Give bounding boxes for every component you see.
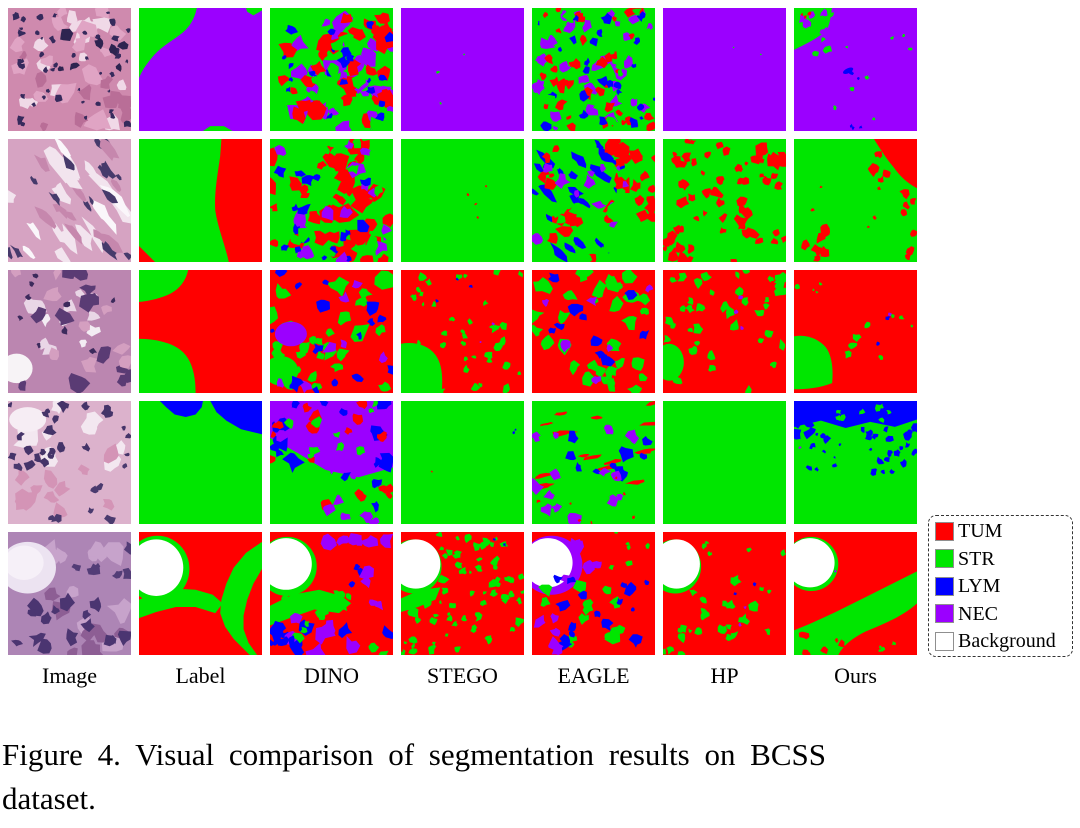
legend-item-lym: LYM <box>935 576 1069 596</box>
cell-row1-label <box>139 8 262 131</box>
caption-line-1: Figure 4. Visual comparison of segmentat… <box>2 737 826 772</box>
cell-row5-dino <box>270 532 393 655</box>
cell-row3-dino <box>270 270 393 393</box>
segmentation-mask <box>139 532 262 655</box>
segmentation-mask <box>794 139 917 262</box>
cell-row5-hp <box>663 532 786 655</box>
legend-label-tum: TUM <box>958 520 1003 542</box>
column-label-ours: Ours <box>834 663 877 688</box>
segmentation-mask <box>532 401 655 524</box>
cell-row5-image <box>8 532 131 655</box>
column-label-label: Label <box>175 663 226 688</box>
segmentation-mask <box>794 270 917 393</box>
segmentation-mask <box>794 532 917 655</box>
histology-image <box>8 401 131 524</box>
column-label-image: Image <box>42 663 97 688</box>
segmentation-mask <box>794 8 917 131</box>
segmentation-mask <box>663 139 786 262</box>
legend-item-str: STR <box>935 549 1069 569</box>
column-label-dino: DINO <box>304 663 359 688</box>
figure-grid <box>8 8 917 655</box>
segmentation-mask <box>270 139 393 262</box>
cell-row3-stego <box>401 270 524 393</box>
histology-image <box>8 139 131 262</box>
column-label-stego: STEGO <box>427 663 498 688</box>
legend-label-nec: NEC <box>958 602 998 625</box>
cell-row3-eagle <box>532 270 655 393</box>
legend-swatch-tum <box>935 521 954 541</box>
legend-label-lym: LYM <box>958 575 1001 597</box>
legend-box: TUM STR LYM NEC Background <box>928 515 1073 657</box>
segmentation-mask <box>270 401 393 524</box>
segmentation-mask <box>139 401 262 524</box>
segmentation-mask <box>532 8 655 131</box>
cell-row3-image <box>8 270 131 393</box>
segmentation-mask <box>401 270 524 393</box>
histology-image <box>8 270 131 393</box>
segmentation-mask <box>663 532 786 655</box>
legend-item-tum: TUM <box>935 521 1069 541</box>
cell-row1-stego <box>401 8 524 131</box>
segmentation-mask <box>532 270 655 393</box>
cell-row3-hp <box>663 270 786 393</box>
cell-row5-label <box>139 532 262 655</box>
segmentation-mask <box>532 532 655 655</box>
segmentation-mask <box>663 401 786 524</box>
segmentation-mask <box>139 270 262 393</box>
cell-row2-image <box>8 139 131 262</box>
cell-row4-hp <box>663 401 786 524</box>
legend-item-nec: NEC <box>935 604 1069 624</box>
cell-row2-dino <box>270 139 393 262</box>
segmentation-mask <box>663 270 786 393</box>
cell-row4-dino <box>270 401 393 524</box>
legend-swatch-nec <box>935 604 954 623</box>
cell-row2-stego <box>401 139 524 262</box>
cell-row1-dino <box>270 8 393 131</box>
column-label-eagle: EAGLE <box>557 663 630 688</box>
segmentation-mask <box>401 532 524 655</box>
segmentation-mask <box>139 139 262 262</box>
legend-item-background: Background <box>935 631 1069 651</box>
segmentation-mask <box>270 532 393 655</box>
cell-row3-label <box>139 270 262 393</box>
legend-label-background: Background <box>958 630 1056 652</box>
cell-row2-hp <box>663 139 786 262</box>
histology-image <box>8 532 131 655</box>
column-label-hp: HP <box>710 663 739 688</box>
figure-caption: Figure 4. Visual comparison of segmentat… <box>2 733 826 821</box>
legend-swatch-str <box>935 549 954 568</box>
cell-row4-image <box>8 401 131 524</box>
segmentation-mask <box>401 401 524 524</box>
cell-row4-stego <box>401 401 524 524</box>
cell-row4-label <box>139 401 262 524</box>
segmentation-mask <box>794 401 917 524</box>
legend-swatch-background <box>935 631 954 651</box>
histology-image <box>8 8 131 131</box>
cell-row1-eagle <box>532 8 655 131</box>
segmentation-mask <box>270 8 393 131</box>
cell-row2-eagle <box>532 139 655 262</box>
segmentation-mask <box>532 139 655 262</box>
legend-label-str: STR <box>958 547 995 570</box>
cell-row5-eagle <box>532 532 655 655</box>
cell-row1-image <box>8 8 131 131</box>
cell-row5-stego <box>401 532 524 655</box>
caption-line-2: dataset. <box>2 781 96 817</box>
cell-row1-hp <box>663 8 786 131</box>
cell-row4-eagle <box>532 401 655 524</box>
segmentation-mask <box>139 8 262 131</box>
segmentation-mask <box>270 270 393 393</box>
cell-row2-ours <box>794 139 917 262</box>
column-labels-row: Image Label DINO STEGO EAGLE HP Ours <box>8 661 917 691</box>
cell-row3-ours <box>794 270 917 393</box>
segmentation-mask <box>663 8 786 131</box>
legend-swatch-lym <box>935 576 954 596</box>
segmentation-mask <box>401 8 524 131</box>
cell-row2-label <box>139 139 262 262</box>
cell-row4-ours <box>794 401 917 524</box>
cell-row1-ours <box>794 8 917 131</box>
cell-row5-ours <box>794 532 917 655</box>
segmentation-mask <box>401 139 524 262</box>
